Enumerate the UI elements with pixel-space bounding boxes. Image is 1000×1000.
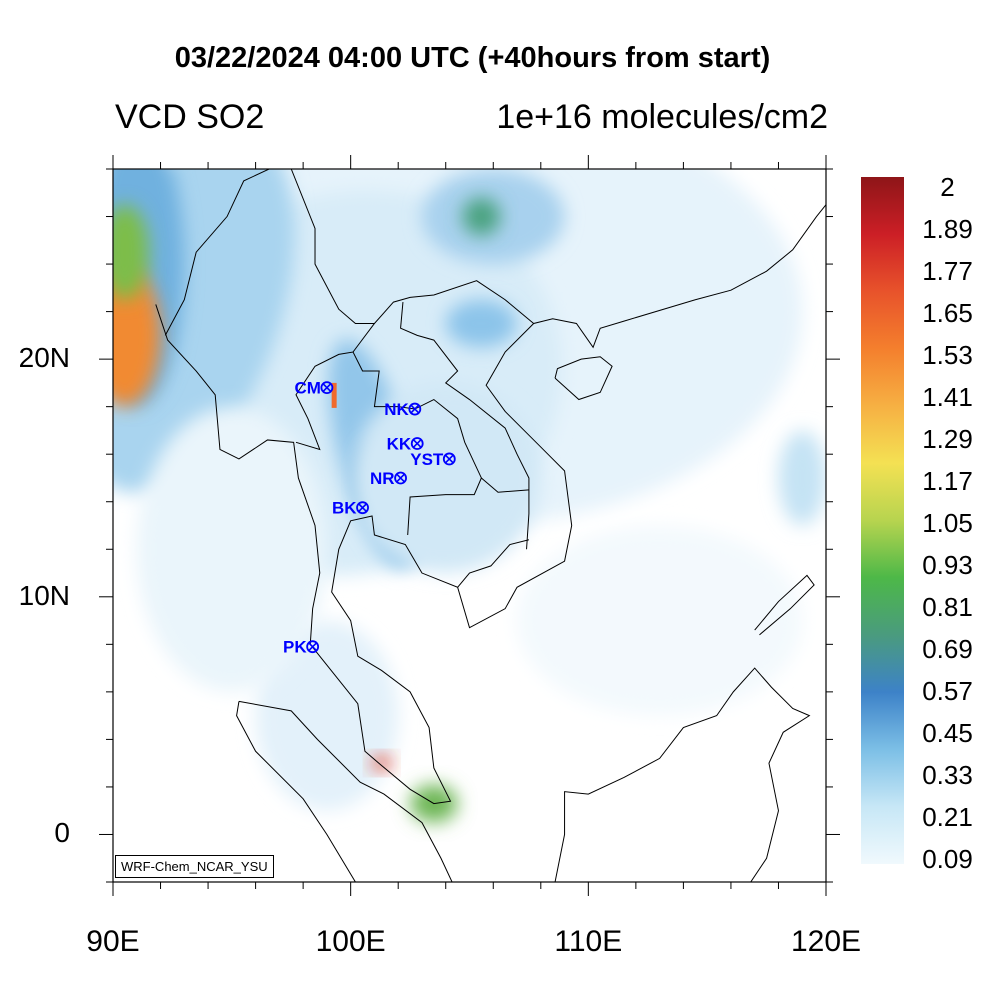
station-label: KK [387, 435, 412, 454]
station-marker-icon [408, 402, 422, 416]
so2-hotspot [331, 382, 337, 408]
coastline [754, 574, 815, 636]
colorbar-label: 0.81 [922, 592, 973, 622]
coastlines [155, 169, 826, 882]
so2-plume [113, 264, 161, 407]
y-tick-label: 0 [54, 817, 70, 849]
colorbar-label: 1.65 [922, 298, 973, 328]
station-kk: KK [387, 435, 424, 454]
colorbar-label: 0.21 [922, 802, 973, 832]
colorbar-label: 0.33 [922, 760, 973, 790]
station-label: PK [283, 638, 307, 657]
so2-plume [372, 756, 392, 771]
colorbar-label: 0.09 [922, 844, 973, 874]
station-label: NR [370, 469, 395, 488]
x-tick-label: 90E [86, 925, 140, 958]
colorbar-label: 0.69 [922, 634, 973, 664]
station-nr: NR [370, 469, 407, 488]
plot-title: 03/22/2024 04:00 UTC (+40hours from star… [174, 42, 771, 74]
coastline [352, 323, 375, 353]
station-marker-icon [356, 501, 369, 515]
station-label: CM [294, 379, 320, 398]
so2-plume [462, 197, 501, 236]
coastline [290, 169, 534, 324]
coastline [236, 701, 357, 882]
so2-plume [778, 430, 826, 526]
model-credit: WRF-Chem_NCAR_YSU [115, 855, 274, 878]
coastline [554, 667, 811, 882]
colorbar-label: 1.05 [922, 508, 973, 538]
station-pk: PK [283, 638, 320, 657]
colorbar-label: 2 [940, 172, 955, 202]
coastline [295, 351, 482, 536]
so2-field [113, 169, 826, 882]
coastline [400, 302, 530, 550]
y-tick-label: 10N [18, 579, 70, 611]
station-label: NK [384, 400, 409, 419]
colorbar-label: 1.53 [922, 340, 973, 370]
station-marker-icon [306, 640, 320, 654]
station-cm: CM [294, 379, 334, 398]
colorbar [861, 177, 904, 864]
units-label: 1e+16 molecules/cm2 [496, 98, 828, 136]
colorbar-label: 1.17 [922, 466, 973, 496]
station-nk: NK [384, 400, 422, 419]
colorbar-label: 1.77 [922, 256, 973, 286]
station-marker-icon [320, 381, 334, 395]
so2-plume [350, 383, 541, 573]
station-marker-icon [410, 437, 424, 450]
map-frame [112, 168, 827, 883]
colorbar-label: 1.89 [922, 214, 973, 244]
coastline [457, 539, 530, 588]
station-marker-icon [442, 452, 456, 466]
axis-ticks [99, 155, 840, 896]
coastline [164, 169, 271, 336]
coastline [554, 356, 613, 401]
coastline [155, 204, 826, 805]
station-yst: YST [410, 450, 456, 469]
x-tick-label: 120E [790, 925, 862, 958]
colorbar-label: 1.29 [922, 424, 973, 454]
y-tick-label: 20N [18, 342, 70, 374]
station-label: BK [332, 499, 357, 518]
colorbar-label: 0.57 [922, 676, 973, 706]
colorbar-label: 0.93 [922, 550, 973, 580]
station-label: YST [410, 450, 444, 469]
station-marker-icon [394, 471, 407, 485]
coastline [481, 477, 529, 493]
coastline [238, 700, 453, 882]
colorbar-label: 0.45 [922, 718, 973, 748]
so2-plume [255, 620, 399, 811]
so2-plume [516, 525, 803, 716]
so2-plume [136, 407, 328, 692]
x-tick-label: 110E [554, 925, 623, 958]
colorbar-label: 1.41 [922, 382, 973, 412]
x-tick-label: 100E [315, 925, 386, 958]
so2-plume [113, 204, 149, 300]
so2-plume [445, 299, 518, 348]
variable-label: VCD SO2 [115, 98, 265, 136]
station-bk: BK [332, 499, 369, 518]
